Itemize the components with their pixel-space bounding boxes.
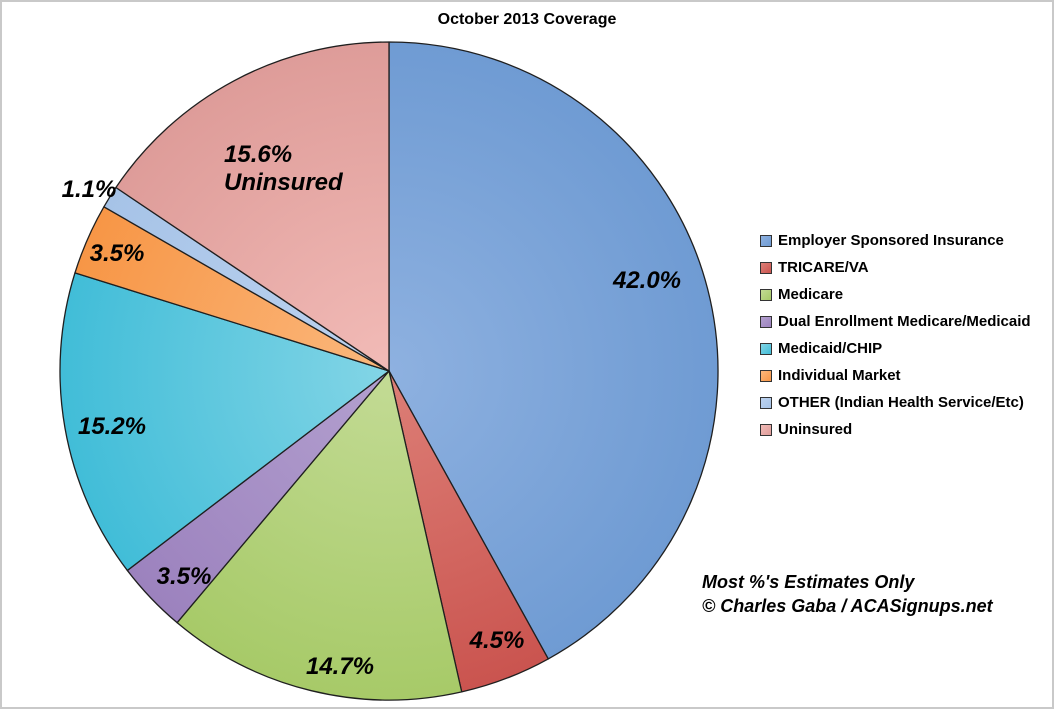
slice-value-label-1: 42.0% xyxy=(612,267,681,294)
legend: Employer Sponsored Insurance TRICARE/VA Me… xyxy=(760,227,1031,443)
legend-item-4: Dual Enrollment Medicare/Medicaid xyxy=(760,308,1031,335)
pie-slice-3 xyxy=(176,370,463,701)
legend-item-5: Medicaid/CHIP xyxy=(760,335,1031,362)
legend-swatch-icon xyxy=(760,288,772,301)
legend-swatch-icon xyxy=(760,261,772,274)
legend-item-3: Medicare xyxy=(760,281,1031,308)
legend-swatch-icon xyxy=(760,396,772,409)
pie-slice-8 xyxy=(115,41,390,372)
legend-item-1: Employer Sponsored Insurance xyxy=(760,227,1031,254)
slice-value-label-4: 3.5% xyxy=(157,563,212,590)
legend-item-2: TRICARE/VA xyxy=(760,254,1031,281)
legend-swatch-icon xyxy=(760,369,772,382)
legend-label: Dual Enrollment Medicare/Medicaid xyxy=(778,313,1031,330)
legend-item-6: Individual Market xyxy=(760,362,1031,389)
legend-swatch-icon xyxy=(760,234,772,247)
legend-item-7: OTHER (Indian Health Service/Etc) xyxy=(760,389,1031,416)
slice-value-label-6: 3.5% xyxy=(90,240,145,267)
attribution: Most %'s Estimates Only © Charles Gaba /… xyxy=(702,570,993,618)
slice-value-label-2: 4.5% xyxy=(469,627,525,654)
legend-label: TRICARE/VA xyxy=(778,259,869,276)
legend-label: Uninsured xyxy=(778,421,853,438)
attribution-line-2: © Charles Gaba / ACASignups.net xyxy=(702,596,993,616)
slice-value-label-3: 14.7% xyxy=(306,653,374,680)
pie-slice-1 xyxy=(388,41,719,660)
legend-label: Employer Sponsored Insurance xyxy=(778,232,1004,249)
slice-value-label-8: 15.6% xyxy=(224,141,292,168)
legend-label: Medicare xyxy=(778,286,844,303)
pie-slice-5 xyxy=(59,272,390,572)
legend-label: Medicaid/CHIP xyxy=(778,340,883,357)
slice-name-label-8: Uninsured xyxy=(224,169,344,196)
slice-value-label-5: 15.2% xyxy=(78,413,146,440)
attribution-line-1: Most %'s Estimates Only xyxy=(702,572,915,592)
legend-item-8: Uninsured xyxy=(760,416,1031,443)
slice-value-label-7: 1.1% xyxy=(62,176,117,203)
legend-swatch-icon xyxy=(760,423,772,436)
legend-swatch-icon xyxy=(760,342,772,355)
legend-swatch-icon xyxy=(760,315,772,328)
legend-label: Individual Market xyxy=(778,367,901,384)
chart-title: October 2013 Coverage xyxy=(437,11,617,28)
legend-label: OTHER (Indian Health Service/Etc) xyxy=(778,394,1024,411)
